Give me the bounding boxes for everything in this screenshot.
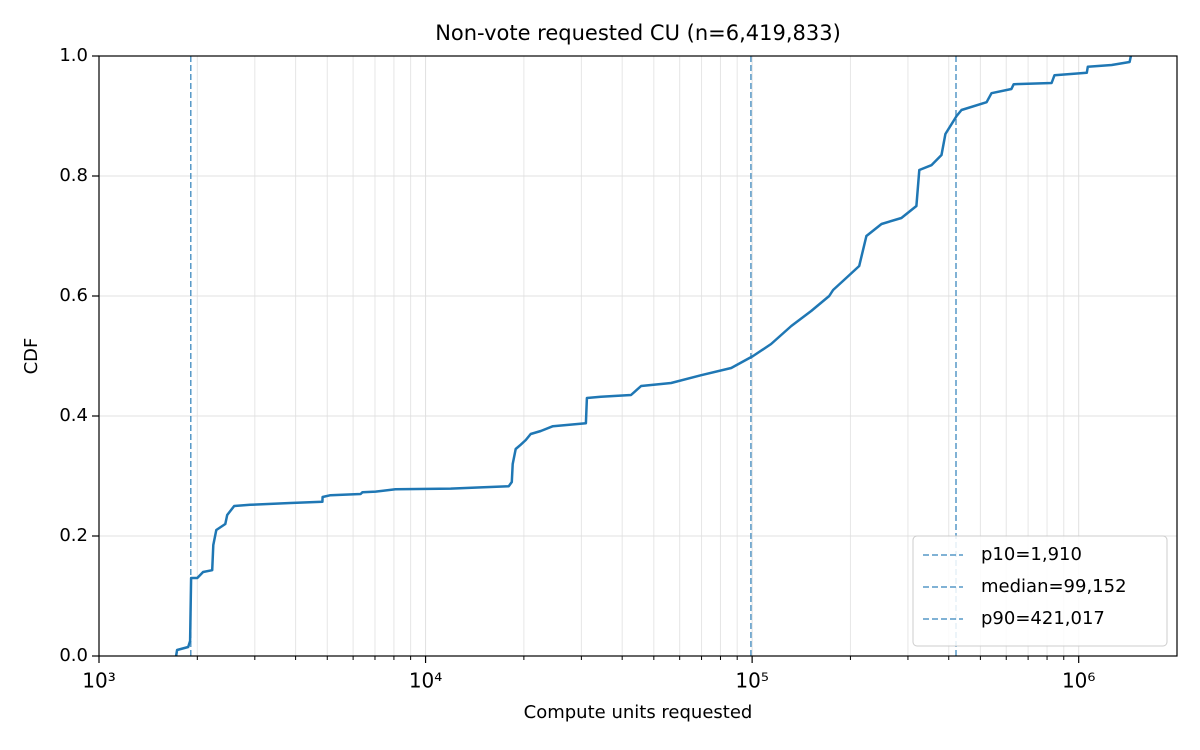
cdf-line <box>174 55 1133 657</box>
x-tick-label: 10⁵ <box>735 669 768 693</box>
legend-label: p90=421,017 <box>981 608 1105 629</box>
y-tick-label: 0.0 <box>59 645 88 666</box>
x-axis-label: Compute units requested <box>524 702 753 723</box>
x-tick-label: 10³ <box>82 669 115 693</box>
y-tick-label: 0.2 <box>59 525 88 546</box>
y-axis-label: CDF <box>21 338 42 375</box>
chart-title: Non-vote requested CU (n=6,419,833) <box>435 21 841 45</box>
x-tick-label: 10⁴ <box>409 669 442 693</box>
legend-label: p10=1,910 <box>981 544 1082 565</box>
legend-label: median=99,152 <box>981 576 1127 597</box>
y-tick-label: 0.6 <box>59 285 88 306</box>
y-tick-label: 1.0 <box>59 45 88 66</box>
legend-box <box>912 535 1168 647</box>
y-tick-label: 0.4 <box>59 405 88 426</box>
y-tick-label: 0.8 <box>59 165 88 186</box>
plot-frame <box>98 55 1178 657</box>
x-tick-label: 10⁶ <box>1062 669 1095 693</box>
